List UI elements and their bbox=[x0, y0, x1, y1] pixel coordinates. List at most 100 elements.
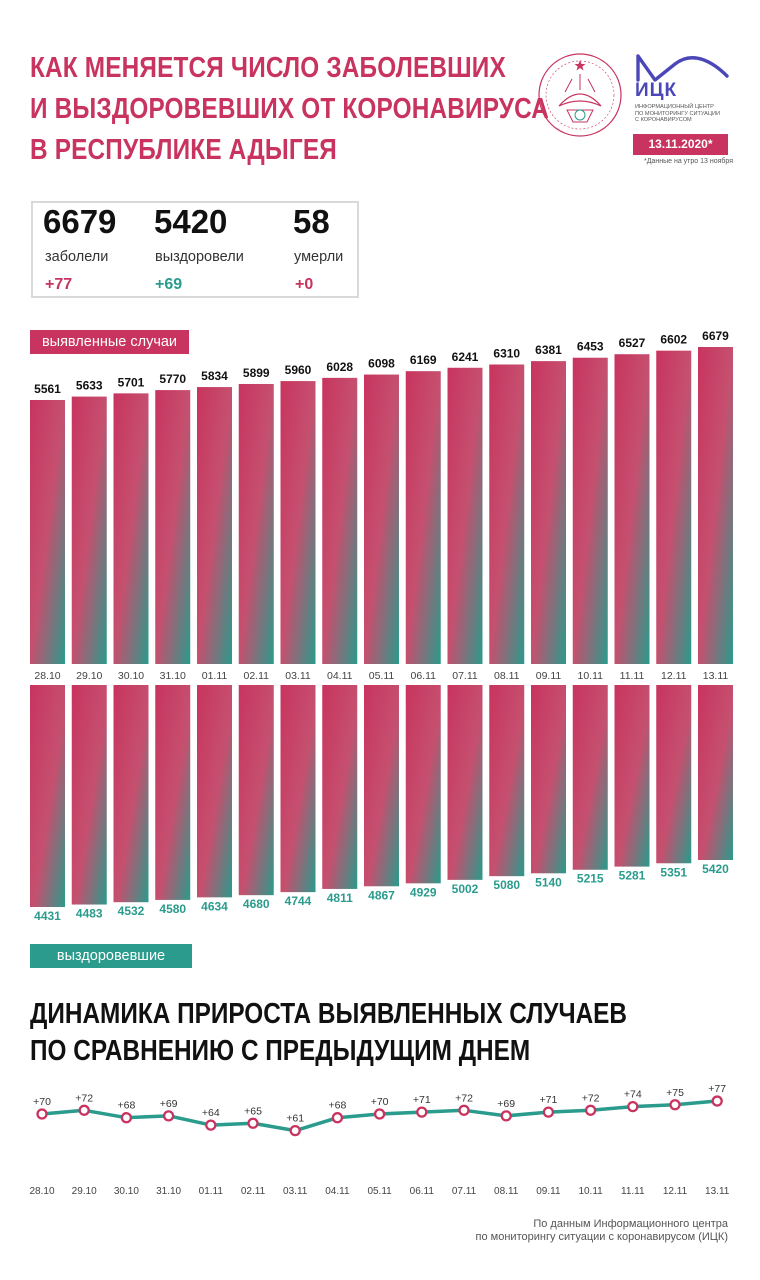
source-line: По данным Информационного центра bbox=[533, 1218, 728, 1230]
date-tick-label: 03.11 bbox=[285, 670, 311, 682]
recovered-value-label: 5215 bbox=[577, 872, 604, 886]
cases-value-label: 6169 bbox=[410, 353, 437, 367]
title-line: В РЕСПУБЛИКЕ АДЫГЕЯ bbox=[30, 134, 337, 166]
date-tick-label: 12.11 bbox=[661, 670, 687, 682]
growth-date-tick: 07.11 bbox=[452, 1186, 477, 1197]
growth-value-label: +72 bbox=[455, 1092, 473, 1104]
growth-chart-title: ДИНАМИКА ПРИРОСТА ВЫЯВЛЕННЫХ СЛУЧАЕВ ПО … bbox=[30, 996, 627, 1070]
growth-point bbox=[584, 1104, 597, 1116]
cases-bar bbox=[656, 350, 692, 664]
growth-date-tick: 09.11 bbox=[536, 1186, 561, 1197]
page-title: КАК МЕНЯЕТСЯ ЧИСЛО ЗАБОЛЕВШИХ И ВЫЗДОРОВ… bbox=[30, 48, 549, 171]
subtitle-line: ПО СРАВНЕНИЮ С ПРЕДЫДУЩИМ ДНЕМ bbox=[30, 1035, 531, 1067]
date-tick-label: 01.11 bbox=[202, 670, 228, 682]
deaths-total: 58 bbox=[293, 203, 330, 240]
source-note: По данным Информационного центра по мони… bbox=[476, 1218, 728, 1244]
recovered-value-label: 4867 bbox=[368, 888, 395, 902]
growth-value-label: +70 bbox=[371, 1096, 389, 1108]
recovered-value-label: 5281 bbox=[619, 869, 646, 883]
date-tick-label: 05.11 bbox=[369, 670, 395, 682]
cases-value-label: 6453 bbox=[577, 340, 604, 354]
recovered-value-label: 4634 bbox=[201, 899, 228, 913]
cases-bar bbox=[364, 374, 399, 664]
growth-value-label: +71 bbox=[539, 1094, 557, 1106]
recovered-bar bbox=[155, 685, 191, 900]
growth-date-tick: 06.11 bbox=[410, 1186, 435, 1197]
growth-date-tick: 30.10 bbox=[114, 1186, 139, 1197]
cases-value-label: 6602 bbox=[660, 333, 687, 347]
cases-value-label: 5770 bbox=[159, 372, 186, 386]
growth-date-tick: 28.10 bbox=[29, 1186, 54, 1197]
growth-date-tick: 08.11 bbox=[494, 1186, 519, 1197]
title-line: КАК МЕНЯЕТСЯ ЧИСЛО ЗАБОЛЕВШИХ bbox=[30, 52, 506, 84]
growth-date-tick: 31.10 bbox=[156, 1186, 181, 1197]
growth-point bbox=[500, 1110, 512, 1122]
recovered-value-label: 4929 bbox=[410, 885, 437, 899]
recovered-value-label: 4483 bbox=[76, 907, 103, 921]
date-badge: 13.11.2020* bbox=[633, 134, 728, 155]
date-tick-label: 04.11 bbox=[327, 670, 353, 682]
growth-date-tick: 11.11 bbox=[621, 1186, 645, 1197]
deaths-label: умерли bbox=[294, 249, 344, 265]
logo-subtitle: ИНФОРМАЦИОННЫЙ ЦЕНТР ПО МОНИТОРИНГУ СИТУ… bbox=[635, 104, 735, 124]
growth-value-label: +75 bbox=[666, 1087, 684, 1099]
subtitle-line: ДИНАМИКА ПРИРОСТА ВЫЯВЛЕННЫХ СЛУЧАЕВ bbox=[30, 998, 628, 1030]
recovered-delta: +69 bbox=[155, 276, 183, 293]
cases-bar bbox=[698, 347, 733, 664]
recovered-series-tag: выздоровевшие bbox=[30, 944, 192, 968]
cases-bar bbox=[614, 354, 650, 664]
growth-point bbox=[416, 1106, 428, 1118]
growth-point bbox=[542, 1106, 555, 1118]
recovered-value-label: 4580 bbox=[159, 902, 186, 916]
growth-value-label: +71 bbox=[413, 1094, 431, 1106]
source-line: по мониторингу ситуации с коронавирусом … bbox=[475, 1231, 728, 1243]
cases-value-label: 6527 bbox=[619, 336, 646, 350]
cases-bar bbox=[572, 357, 608, 664]
cases-bar bbox=[71, 396, 107, 664]
recovered-bar bbox=[71, 685, 107, 905]
deaths-delta: +0 bbox=[295, 276, 314, 293]
growth-date-tick: 13.11 bbox=[705, 1186, 730, 1197]
recovered-label: выздоровели bbox=[155, 249, 244, 265]
growth-point bbox=[247, 1117, 259, 1129]
recovered-bar bbox=[489, 685, 525, 877]
growth-point bbox=[78, 1104, 90, 1116]
recovered-value-label: 4811 bbox=[327, 891, 353, 905]
cases-bar bbox=[447, 367, 483, 664]
cases-value-label: 6679 bbox=[702, 329, 729, 343]
stats-summary: 6679 заболели +77 5420 выздоровели +69 5… bbox=[31, 201, 359, 298]
growth-point bbox=[162, 1110, 175, 1122]
recovered-bar bbox=[322, 685, 358, 889]
recovered-bar bbox=[656, 685, 692, 864]
growth-point bbox=[711, 1095, 723, 1107]
growth-date-tick: 10.11 bbox=[578, 1186, 603, 1197]
recovered-bar bbox=[531, 685, 566, 874]
growth-value-label: +68 bbox=[328, 1100, 346, 1112]
recovered-value-label: 5140 bbox=[535, 875, 562, 889]
date-note: *Данные на утро 13 ноября bbox=[644, 158, 733, 165]
date-tick-label: 07.11 bbox=[452, 670, 478, 682]
mountain-logo-icon bbox=[636, 54, 729, 82]
recovered-bar bbox=[197, 685, 232, 898]
date-tick-label: 09.11 bbox=[536, 670, 562, 682]
recovered-value-label: 5420 bbox=[702, 862, 729, 876]
recovered-bar bbox=[238, 685, 274, 896]
cases-bar bbox=[322, 377, 358, 664]
growth-date-tick: 04.11 bbox=[325, 1186, 350, 1197]
growth-point bbox=[120, 1112, 133, 1124]
cases-value-label: 5960 bbox=[285, 363, 312, 377]
growth-value-label: +68 bbox=[117, 1100, 135, 1112]
date-tick-label: 06.11 bbox=[411, 670, 437, 682]
recovered-bar bbox=[614, 685, 650, 867]
date-tick-label: 10.11 bbox=[578, 670, 604, 682]
recovered-value-label: 4431 bbox=[34, 909, 61, 923]
growth-date-tick: 01.11 bbox=[199, 1186, 224, 1197]
cases-value-label: 6241 bbox=[452, 350, 479, 364]
recovered-value-label: 4680 bbox=[243, 897, 270, 911]
cases-value-label: 6028 bbox=[326, 360, 353, 374]
cases-bar bbox=[197, 387, 232, 664]
growth-value-label: +74 bbox=[624, 1089, 642, 1101]
recovered-bar bbox=[30, 685, 65, 907]
growth-point bbox=[331, 1112, 344, 1124]
